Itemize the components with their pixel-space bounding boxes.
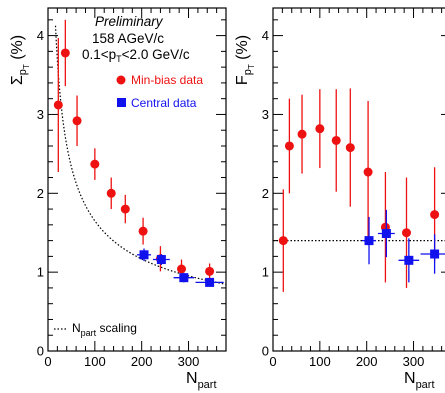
legend-label-central: Central data [131, 96, 197, 110]
right-y-tick-label: 0 [262, 344, 269, 359]
right-min-bias-point [331, 135, 341, 145]
right-x-tick-label: 300 [403, 354, 425, 369]
scaling-legend-label: Npart scaling [72, 321, 137, 338]
energy-label: 158 AGeV/c [92, 31, 164, 46]
left-plot-frame [47, 7, 227, 352]
pt-range-sub: T [116, 54, 122, 64]
left-scaling-curve-layer [54, 25, 227, 285]
pt-range-pre: 0.1<p [82, 47, 116, 62]
left-min-bias-point [60, 48, 70, 58]
right-central-point [430, 249, 440, 259]
left-y-axis-title: ΣpT (%) [9, 35, 31, 85]
left-axis-ticks: 0 1 2 3 4 0 100 200 300 [37, 8, 227, 369]
left-min-bias-point [90, 159, 100, 169]
left-central-point [205, 277, 215, 287]
right-min-bias-point [278, 236, 288, 246]
left-y-tick-label: 2 [37, 186, 44, 201]
left-x-sub: part [198, 379, 217, 391]
left-y-axis-text: ΣpT (%) [9, 35, 31, 85]
right-min-bias-point [363, 167, 373, 177]
legend-label-min-bias: Min-bias data [131, 73, 203, 87]
left-min-bias-point [138, 226, 148, 236]
left-x-tick-label: 100 [84, 354, 106, 369]
pt-range-label: 0.1<pT<2.0 GeV/c [82, 47, 190, 64]
right-x-tick-label: 0 [269, 354, 276, 369]
left-x-main: N [186, 370, 198, 387]
right-y-subsub: T [247, 64, 256, 69]
left-x-tick-label: 0 [44, 354, 51, 369]
left-min-bias-point [106, 188, 116, 198]
right-x-tick-label: 200 [356, 354, 378, 369]
right-x-sub: part [416, 379, 435, 391]
preliminary-label: Preliminary [95, 14, 164, 29]
left-y-tick-label: 0 [37, 344, 44, 359]
left-x-tick-label: 300 [178, 354, 200, 369]
left-min-bias-point [205, 266, 215, 276]
right-min-bias-point [315, 124, 325, 134]
scaling-legend-main: N [72, 321, 81, 335]
left-x-tick-label: 200 [131, 354, 153, 369]
left-y-unit: (%) [9, 35, 26, 60]
right-plot-frame [272, 7, 445, 352]
right-central-point [364, 236, 374, 246]
legend-marker-central [117, 98, 126, 107]
right-data-marks [278, 88, 445, 292]
right-min-bias-point [430, 210, 440, 220]
right-y-axis-title: FpT (%) [234, 35, 256, 85]
right-central-point [404, 255, 414, 265]
left-central-point [179, 273, 189, 283]
left-min-bias-point [72, 116, 82, 126]
pt-range-post: <2.0 GeV/c [122, 47, 190, 62]
right-min-bias-point [297, 129, 307, 139]
scaling-legend: Npart scaling [54, 321, 137, 338]
scaling-legend-post: scaling [96, 321, 137, 335]
left-central-point [139, 250, 149, 260]
right-y-sub: p [242, 69, 254, 75]
right-y-tick-label: 3 [262, 107, 269, 122]
left-central-point [156, 255, 166, 265]
left-min-bias-point [53, 100, 63, 110]
right-y-unit: (%) [234, 35, 251, 60]
right-x-main: N [404, 370, 416, 387]
right-central-point [381, 229, 391, 239]
left-min-bias-point [120, 204, 130, 214]
right-x-tick-label: 100 [309, 354, 331, 369]
right-y-main: F [234, 75, 251, 85]
left-panel: 0 1 2 3 4 0 100 200 300 Preliminary 158 AGeV/c 0… [9, 7, 227, 391]
right-x-axis-title: Npart [404, 370, 435, 391]
left-data-marks [53, 19, 224, 287]
left-y-subsub: T [22, 64, 31, 69]
right-min-bias-point [345, 143, 355, 153]
left-y-tick-label: 3 [37, 107, 44, 122]
right-y-tick-label: 4 [262, 28, 269, 43]
legend-marker-min-bias [116, 75, 126, 85]
right-min-bias-point [402, 228, 411, 238]
npart-scaling-curve [54, 25, 227, 285]
right-panel: 0 1 2 3 4 0 100 200 300 FpT (%) Npart [234, 7, 445, 391]
legend: Min-bias data Central data [116, 73, 203, 110]
left-y-main: Σ [9, 75, 26, 85]
left-min-bias-point [177, 264, 186, 274]
left-y-sub: p [17, 69, 29, 75]
right-y-axis-text: FpT (%) [234, 35, 256, 85]
scaling-legend-sub: part [81, 328, 97, 338]
left-x-axis-title: Npart [186, 370, 217, 391]
left-y-tick-label: 4 [37, 28, 44, 43]
right-min-bias-point [284, 141, 294, 151]
right-y-tick-label: 1 [262, 265, 269, 280]
left-y-tick-label: 1 [37, 265, 44, 280]
right-y-tick-label: 2 [262, 186, 269, 201]
right-axis-ticks: 0 1 2 3 4 0 100 200 300 [262, 8, 445, 369]
